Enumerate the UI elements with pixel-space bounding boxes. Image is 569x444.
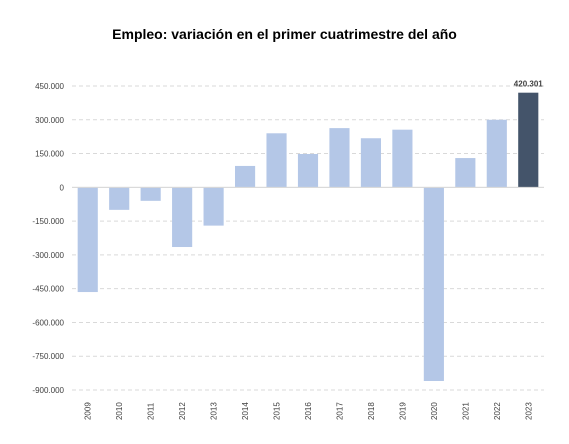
x-tick-label: 2019: [398, 402, 407, 420]
x-tick-label: 2023: [524, 402, 533, 420]
y-tick-label: -600.000: [32, 318, 64, 327]
bar-2019: [392, 129, 413, 188]
bar-2023: [518, 92, 539, 188]
x-tick-label: 2020: [430, 402, 439, 420]
y-tick-label: -750.000: [32, 352, 64, 361]
x-tick-label: 2018: [367, 402, 376, 420]
x-tick-label: 2014: [241, 402, 250, 420]
chart-title: Empleo: variación en el primer cuatrimes…: [112, 26, 457, 42]
bar-2018: [360, 138, 382, 188]
y-tick-label: -900.000: [32, 386, 64, 395]
x-tick-label: 2015: [273, 402, 282, 420]
bar-2011: [140, 187, 161, 201]
bar-2020: [423, 187, 444, 381]
x-tick-label: 2022: [493, 402, 502, 420]
y-tick-label: 450.000: [35, 82, 64, 91]
y-tick-label: 0: [60, 183, 65, 192]
bar-2021: [455, 158, 476, 188]
y-tick-label: -150.000: [32, 217, 64, 226]
y-tick-label: 150.000: [35, 150, 64, 159]
bar-2016: [297, 154, 319, 188]
x-tick-label: 2012: [178, 402, 187, 420]
x-tick-label: 2013: [210, 402, 219, 420]
y-tick-label: 300.000: [35, 116, 64, 125]
x-tick-label: 2017: [335, 402, 344, 420]
bar-2015: [266, 133, 287, 188]
bar-2012: [172, 187, 193, 248]
bar-2009: [77, 187, 98, 293]
bar-2017: [329, 128, 350, 188]
x-tick-label: 2021: [461, 402, 470, 420]
bar-2013: [203, 187, 224, 226]
x-tick-label: 2016: [304, 402, 313, 420]
x-tick-label: 2011: [147, 402, 156, 420]
x-tick-label: 2009: [84, 402, 93, 420]
bar-2022: [486, 119, 507, 188]
bar-2014: [234, 165, 256, 188]
x-tick-label: 2010: [115, 402, 124, 420]
y-tick-label: -300.000: [32, 251, 64, 260]
bar-2010: [109, 187, 130, 210]
data-label-2023: 420.301: [514, 80, 543, 89]
y-tick-label: -450.000: [32, 285, 64, 294]
